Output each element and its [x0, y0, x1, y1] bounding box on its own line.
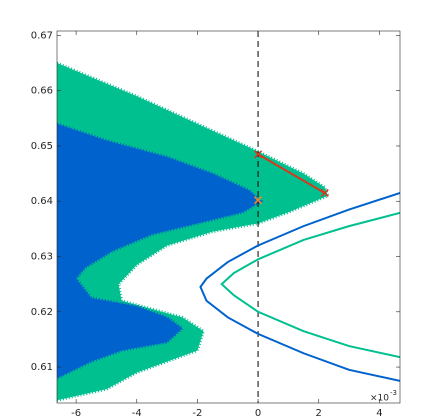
y-tick-label: 0.66	[31, 86, 53, 97]
y-tick-label: 0.62	[31, 307, 53, 318]
x-tick-label: 2	[316, 408, 322, 419]
x-tick-label: 0	[255, 408, 261, 419]
exponent-power: -3	[390, 389, 397, 397]
x-tick-label: -4	[132, 408, 142, 419]
y-tick-label: 0.67	[31, 30, 53, 41]
curve	[257, 153, 326, 194]
y-tick-label: 0.65	[31, 141, 53, 152]
exponent-base: ×10	[370, 394, 389, 404]
axes-box	[56, 30, 401, 404]
x-tick-label: -6	[71, 408, 81, 419]
y-tick-label: 0.61	[31, 362, 53, 373]
point-marker	[254, 196, 263, 205]
y-tick-label: 0.64	[31, 196, 53, 207]
x-tick-label: -2	[192, 408, 202, 419]
curve-marker	[320, 188, 329, 198]
curve	[199, 192, 400, 382]
x-tick-label: 4	[376, 408, 382, 419]
curve	[220, 211, 400, 359]
y-tick-label: 0.63	[31, 252, 53, 263]
plot	[57, 31, 400, 403]
scatter-cloud	[57, 122, 263, 380]
curve-marker	[254, 150, 263, 159]
